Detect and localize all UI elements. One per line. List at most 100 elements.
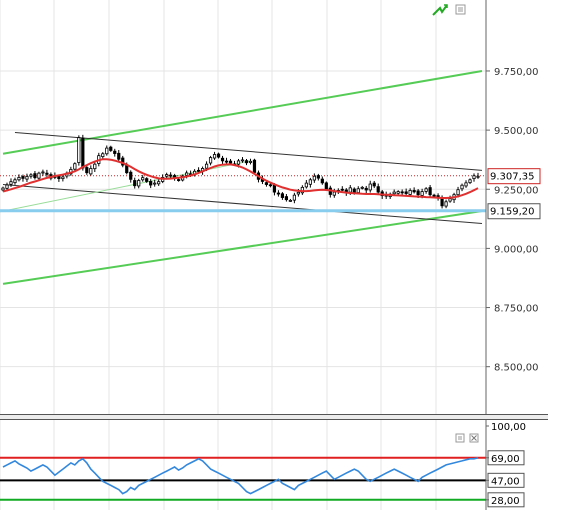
- candle: [153, 179, 157, 187]
- channel-line: [2, 184, 483, 225]
- candle-body: [220, 157, 225, 162]
- candle: [73, 162, 77, 171]
- candle-body: [364, 187, 368, 191]
- candle-body: [368, 183, 372, 191]
- candle-body: [472, 175, 476, 180]
- candle-body: [280, 193, 285, 198]
- candle-body: [408, 190, 412, 195]
- candle-body: [129, 171, 133, 180]
- candle-body: [165, 174, 169, 177]
- candle-body: [284, 196, 289, 201]
- candle-body: [1, 187, 5, 191]
- candle-body: [149, 181, 153, 186]
- candle-body: [356, 188, 360, 193]
- candle: [244, 158, 249, 166]
- candle: [364, 185, 368, 194]
- candle: [276, 190, 281, 197]
- candle: [29, 173, 33, 179]
- candle-body: [420, 191, 424, 196]
- candle-body: [348, 187, 352, 193]
- candle-body: [360, 186, 364, 189]
- candle: [312, 173, 316, 183]
- indicator-tick-label: 28,00: [491, 496, 520, 507]
- candle-body: [13, 179, 17, 184]
- candle-body: [204, 163, 209, 169]
- moving-average-line: [2, 158, 479, 199]
- candle-body: [117, 152, 121, 160]
- candle: [81, 134, 85, 171]
- candle-body: [272, 184, 277, 193]
- price-tick-label: 9.750,00: [494, 67, 539, 78]
- candle-body: [312, 175, 316, 181]
- price-tick-label: 8.500,00: [494, 363, 539, 374]
- candle: [145, 177, 149, 183]
- candle: [137, 178, 141, 189]
- candle: [404, 188, 408, 197]
- candle-body: [416, 190, 420, 196]
- trendlines: [0, 69, 486, 285]
- candle-body: [41, 171, 45, 174]
- candle: [320, 176, 324, 185]
- candle-body: [412, 190, 416, 193]
- price-axis: 9.750,00 9.500,00 9.250,00 9.000,00 8.750,00…: [485, 0, 541, 414]
- support-price-label: 9.159,20: [490, 207, 535, 218]
- candle: [252, 158, 257, 174]
- candle: [9, 178, 13, 187]
- candle: [372, 180, 376, 189]
- candle: [288, 198, 292, 202]
- candle-body: [228, 160, 233, 164]
- candle-body: [153, 182, 157, 185]
- candle-body: [73, 163, 77, 170]
- candle-body: [145, 178, 149, 182]
- candle-body: [476, 175, 480, 178]
- candle-body: [224, 160, 229, 163]
- candle-body: [400, 191, 404, 194]
- candle-body: [468, 179, 472, 184]
- indicator-corner-icons: [455, 433, 479, 443]
- trendline-green: [2, 210, 483, 285]
- candle-body: [340, 188, 344, 191]
- candle-body: [177, 179, 181, 181]
- last-price-label: 9.307,35: [490, 172, 535, 183]
- candle-body: [109, 146, 113, 151]
- trendline-green: [2, 69, 483, 155]
- candle-body: [37, 172, 41, 179]
- candle: [141, 175, 145, 182]
- indicator-tick-label: 100,00: [491, 422, 526, 433]
- candle-body: [9, 181, 13, 185]
- candle-body: [428, 187, 432, 196]
- candle: [196, 167, 201, 173]
- candle: [133, 177, 137, 189]
- candle: [33, 171, 37, 180]
- candle: [101, 152, 105, 159]
- indicator-levels: [0, 456, 486, 501]
- candle: [13, 177, 17, 185]
- candle-body: [276, 192, 281, 195]
- candle-body: [196, 169, 201, 172]
- candle: [149, 179, 153, 189]
- candle-body: [248, 160, 253, 163]
- indicator-line: [2, 457, 479, 495]
- candle: [240, 157, 245, 163]
- candle-body: [29, 174, 33, 177]
- trend-arrow-icon[interactable]: [432, 4, 448, 16]
- candle-body: [85, 167, 89, 174]
- candle-body: [157, 181, 161, 185]
- candle-body: [212, 154, 217, 159]
- candle: [85, 165, 89, 175]
- candle-body: [17, 177, 21, 181]
- close-icon[interactable]: [469, 433, 479, 443]
- candle-body: [236, 160, 241, 165]
- window-restore-icon[interactable]: [455, 4, 466, 15]
- candle: [129, 170, 133, 183]
- candle-body: [89, 168, 93, 175]
- candle: [212, 151, 217, 160]
- window-restore-icon[interactable]: [455, 433, 465, 443]
- candle: [69, 166, 73, 176]
- candle-body: [460, 184, 464, 190]
- candle-body: [45, 172, 49, 175]
- indicator-tick-label: 69,00: [491, 454, 520, 465]
- candle-body: [264, 182, 269, 185]
- price-tick-label: 9.000,00: [494, 244, 539, 255]
